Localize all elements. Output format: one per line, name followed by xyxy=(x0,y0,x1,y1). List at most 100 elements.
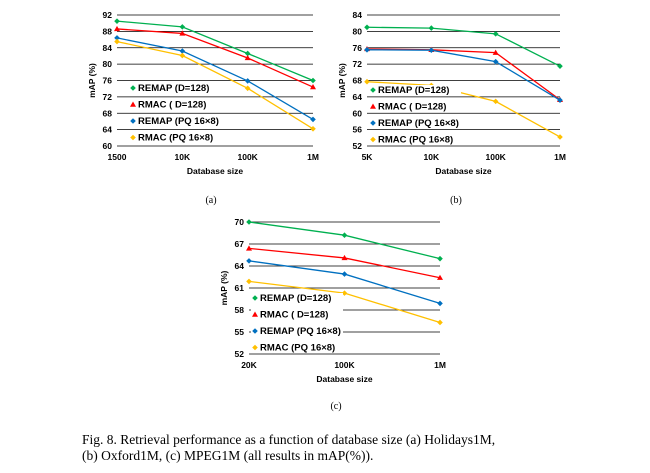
series-line-2 xyxy=(116,28,314,88)
x-tick-label: 100K xyxy=(334,360,355,370)
legend-bg xyxy=(129,116,221,127)
y-tick-label: 60 xyxy=(353,108,363,118)
y-tick-label: 55 xyxy=(235,327,245,337)
y-axis-label: mAP (%) xyxy=(87,63,97,98)
y-tick-label: 88 xyxy=(103,26,113,36)
legend-label: RMAC (PQ 16×8) xyxy=(260,343,335,354)
data-point xyxy=(437,274,443,280)
y-tick-label: 72 xyxy=(353,59,363,69)
y-tick-label: 64 xyxy=(103,125,113,135)
y-tick-label: 56 xyxy=(353,125,363,135)
legend-bg xyxy=(369,118,461,129)
y-tick-label: 84 xyxy=(353,10,363,20)
data-point xyxy=(244,78,251,84)
legend-label: RMAC (PQ 16×8) xyxy=(138,133,213,144)
subfigure-label: (a) xyxy=(205,195,216,206)
legend-marker xyxy=(370,120,376,126)
y-tick-label: 67 xyxy=(235,239,245,249)
series-line-4 xyxy=(366,81,561,138)
data-point xyxy=(114,18,120,24)
legend-label: REMAP (PQ 16×8) xyxy=(138,116,219,127)
data-point xyxy=(428,47,435,54)
legend-label: RMAC (PQ 16×8) xyxy=(378,135,453,146)
legend-bg xyxy=(129,99,221,111)
data-point xyxy=(310,116,316,123)
legend-bg xyxy=(251,293,343,304)
legend-bg xyxy=(369,134,461,146)
chart-a: 60 64 68 72 76 80 84 88 92 1500 10K 100K 1M Database … xyxy=(87,10,319,206)
subfigure-label: (c) xyxy=(330,401,341,412)
legend-label: REMAP (PQ 16×8) xyxy=(378,118,459,129)
data-point xyxy=(492,98,499,105)
x-axis-label: Database size xyxy=(435,166,491,176)
legend-bg xyxy=(369,85,461,96)
legend-marker xyxy=(130,118,136,124)
data-point xyxy=(244,85,251,92)
x-tick-label: 1M xyxy=(307,152,319,162)
legend-bg xyxy=(251,309,343,321)
y-tick-label: 76 xyxy=(103,76,113,86)
legend-marker xyxy=(252,311,258,317)
y-tick-label: 52 xyxy=(353,141,363,151)
data-point xyxy=(246,219,252,225)
data-point xyxy=(244,50,251,57)
legend-label: REMAP (D=128) xyxy=(138,83,209,94)
data-point xyxy=(179,48,186,54)
y-tick-label: 60 xyxy=(103,141,113,151)
legend-label: RMAC ( D=128) xyxy=(378,102,446,113)
data-point xyxy=(114,38,120,45)
legend-label: REMAP (D=128) xyxy=(260,293,331,304)
data-point xyxy=(179,30,186,36)
data-point xyxy=(246,245,252,251)
y-tick-label: 80 xyxy=(353,26,363,36)
y-axis-label: mAP (%) xyxy=(219,270,229,305)
x-tick-label: 1M xyxy=(554,152,566,162)
data-point xyxy=(364,24,370,31)
data-point xyxy=(244,54,251,61)
caption-line-2: (b) Oxford1M, (c) MPEG1M (all results in… xyxy=(82,448,374,463)
data-point xyxy=(179,24,186,30)
x-tick-label: 100K xyxy=(238,152,259,162)
data-point xyxy=(310,77,316,84)
data-point xyxy=(492,31,499,37)
x-tick-label: 100K xyxy=(486,152,507,162)
legend-marker xyxy=(370,87,376,93)
legend-label: REMAP (PQ 16×8) xyxy=(260,326,341,337)
y-tick-label: 76 xyxy=(353,43,363,53)
data-point xyxy=(492,49,499,55)
data-point xyxy=(492,58,499,65)
data-point xyxy=(114,35,120,41)
series-line-4 xyxy=(116,40,314,130)
y-tick-label: 84 xyxy=(103,43,113,53)
x-axis-label: Database size xyxy=(316,374,372,384)
legend-label: RMAC ( D=128) xyxy=(138,100,206,111)
x-tick-label: 5K xyxy=(362,152,374,162)
y-tick-label: 61 xyxy=(235,283,245,293)
data-point xyxy=(246,258,252,264)
y-tick-label: 70 xyxy=(235,217,245,227)
y-tick-label: 58 xyxy=(235,305,245,315)
data-point xyxy=(114,25,120,32)
data-point xyxy=(557,63,563,69)
data-point xyxy=(364,46,370,53)
y-tick-label: 64 xyxy=(353,92,363,102)
chart-b: 52 56 60 64 68 72 76 80 84 5K 10K 100K 1M Database si… xyxy=(337,10,566,206)
data-point xyxy=(310,126,316,132)
legend-marker xyxy=(252,295,258,301)
x-tick-label: 1500 xyxy=(108,152,127,162)
legend-marker xyxy=(370,136,376,143)
y-tick-label: 72 xyxy=(103,92,113,102)
data-point xyxy=(437,319,443,326)
legend-bg xyxy=(251,342,343,354)
legend-marker xyxy=(252,344,258,351)
y-tick-label: 68 xyxy=(103,108,113,118)
series-line-1 xyxy=(248,221,441,260)
legend-marker xyxy=(370,103,376,109)
x-tick-label: 1M xyxy=(434,360,446,370)
series-line-1 xyxy=(366,26,561,67)
caption-line-1: Fig. 8. Retrieval performance as a funct… xyxy=(82,432,496,447)
y-tick-label: 80 xyxy=(103,59,113,69)
data-point xyxy=(179,52,186,59)
series-line-3 xyxy=(116,37,314,120)
